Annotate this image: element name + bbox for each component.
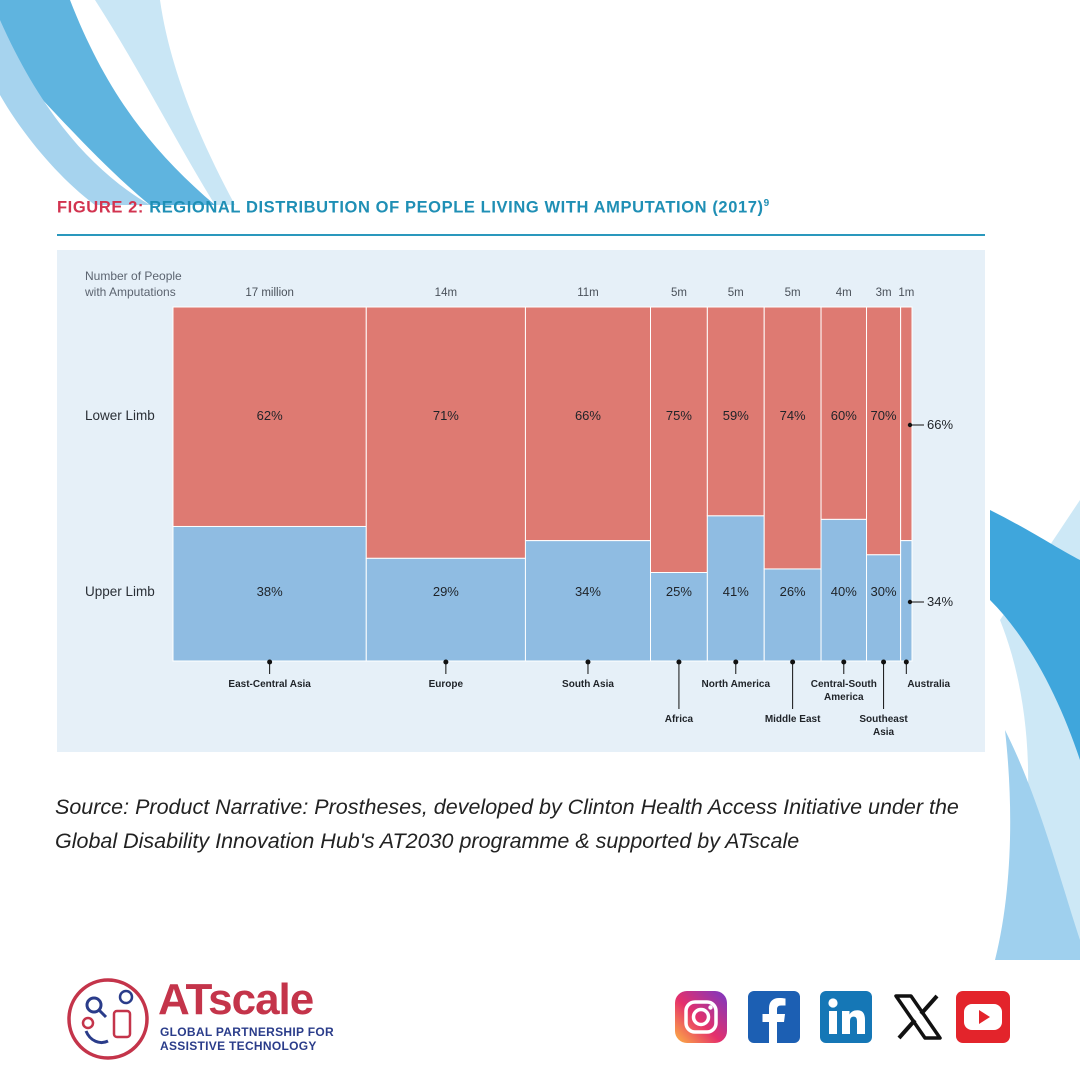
figure-footnote: 9: [763, 198, 770, 209]
swoosh-right-low: [995, 730, 1080, 960]
upper-pct-south-asia: 34%: [575, 584, 601, 599]
upper-pct-east-central-asia: 38%: [257, 584, 283, 599]
lower-pct-south-asia: 66%: [575, 408, 601, 423]
bar-lower-east-central-asia: [172, 306, 367, 527]
swoosh-right-mid: [990, 510, 1080, 760]
lower-pct-east-central-asia: 62%: [257, 408, 283, 423]
region-label-australia: Australia: [907, 679, 950, 690]
source-text: Source: Product Narrative: Prostheses, d…: [55, 795, 959, 853]
facebook-icon: [748, 991, 800, 1043]
chart-panel: Number of People with Amputations Lower Li…: [57, 250, 985, 752]
figure-label: FIGURE 2:: [57, 198, 144, 217]
youtube-link[interactable]: [955, 990, 1011, 1044]
region-label-east-central-asia: East-Central Asia: [228, 679, 311, 690]
lower-pct-southeast-asia: 70%: [871, 408, 897, 423]
swoosh-top-mid: [0, 0, 215, 205]
bar-lower-north-america: [706, 306, 765, 517]
bar-upper-north-america: [706, 515, 765, 662]
mosaic-chart: Number of People with Amputations Lower Li…: [84, 269, 953, 738]
lower-pct-africa: 75%: [666, 408, 692, 423]
brand-tagline-1: GLOBAL PARTNERSHIP FOR: [160, 1025, 334, 1039]
lower-pct-central-south-america: 60%: [831, 408, 857, 423]
upper-pct-middle-east: 26%: [780, 584, 806, 599]
upper-pct-central-south-america: 40%: [831, 584, 857, 599]
bar-lower-africa: [650, 306, 708, 573]
lower-pct-australia: 66%: [927, 417, 953, 432]
region-label-north-america: North America: [702, 679, 771, 690]
region-label-southeast-asia-line2: Asia: [873, 727, 895, 738]
people-label-north-america: 5m: [728, 287, 744, 299]
x-icon: [894, 994, 942, 1040]
row-label-lower-limb: Lower Limb: [85, 408, 155, 423]
upper-pct-north-america: 41%: [723, 584, 749, 599]
bar-upper-africa: [650, 572, 708, 662]
people-label-europe: 14m: [435, 287, 457, 299]
figure-title-text: REGIONAL DISTRIBUTION OF PEOPLE LIVING W…: [149, 198, 764, 217]
header-label-line2: with Amputations: [84, 285, 176, 299]
instagram-link[interactable]: [674, 990, 728, 1044]
swoosh-top-pale: [0, 20, 150, 205]
people-label-australia: 1m: [898, 287, 914, 299]
people-label-south-asia: 11m: [577, 287, 599, 299]
bar-lower-middle-east: [763, 306, 822, 570]
atscale-logo[interactable]: ATscale GLOBAL PARTNERSHIP FOR ASSISTIVE…: [66, 975, 356, 1065]
upper-pct-southeast-asia: 30%: [871, 584, 897, 599]
region-label-south-asia: South Asia: [562, 679, 614, 690]
bar-upper-middle-east: [763, 568, 822, 662]
people-label-southeast-asia: 3m: [876, 287, 892, 299]
brand-tagline-2: ASSISTIVE TECHNOLOGY: [160, 1039, 317, 1053]
bar-upper-europe: [365, 557, 526, 662]
x-link[interactable]: [891, 990, 945, 1044]
region-label-southeast-asia: Southeast: [859, 714, 908, 725]
people-label-middle-east: 5m: [785, 287, 801, 299]
linkedin-icon: [820, 991, 872, 1043]
bar-lower-southeast-asia: [866, 306, 902, 556]
people-label-east-central-asia: 17 million: [245, 287, 294, 299]
bar-upper-central-south-america: [820, 518, 868, 662]
brand-name: ATscale: [158, 975, 314, 1024]
figure-title: FIGURE 2: REGIONAL DISTRIBUTION OF PEOPL…: [57, 198, 770, 218]
bar-upper-south-asia: [524, 540, 652, 662]
lower-pct-middle-east: 74%: [780, 408, 806, 423]
youtube-icon: [956, 991, 1010, 1043]
region-label-central-south-america: Central-South: [811, 679, 877, 690]
bar-lower-south-asia: [524, 306, 652, 542]
linkedin-link[interactable]: [819, 990, 873, 1044]
swoosh-top-light: [0, 0, 235, 205]
atscale-emblem-icon: [67, 978, 149, 1060]
upper-pct-africa: 25%: [666, 584, 692, 599]
lower-pct-north-america: 59%: [723, 408, 749, 423]
people-label-central-south-america: 4m: [836, 287, 852, 299]
bar-lower-central-south-america: [820, 306, 868, 520]
region-label-central-south-america-line2: America: [824, 692, 864, 703]
region-label-europe: Europe: [429, 679, 464, 690]
upper-pct-europe: 29%: [433, 584, 459, 599]
region-label-africa: Africa: [665, 714, 694, 725]
people-label-africa: 5m: [671, 287, 687, 299]
instagram-icon: [675, 991, 727, 1043]
bar-upper-southeast-asia: [866, 554, 902, 662]
lower-pct-europe: 71%: [433, 408, 459, 423]
title-rule: [57, 234, 985, 236]
row-label-upper-limb: Upper Limb: [85, 584, 155, 599]
region-label-middle-east: Middle East: [765, 714, 821, 725]
header-label-line1: Number of People: [85, 269, 182, 283]
facebook-link[interactable]: [747, 990, 801, 1044]
upper-pct-australia: 34%: [927, 594, 953, 609]
bar-lower-europe: [365, 306, 526, 559]
